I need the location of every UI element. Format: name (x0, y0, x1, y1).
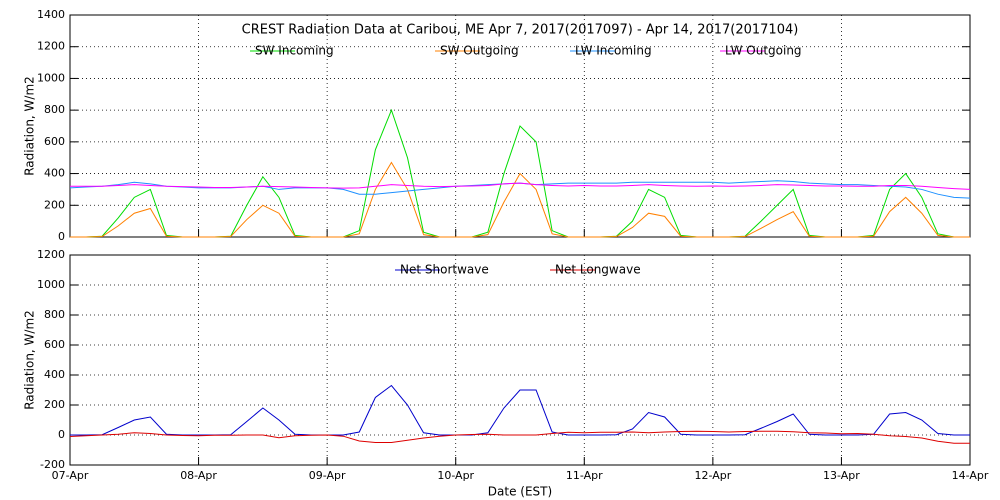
series-line (70, 161, 970, 238)
x-tick-label: 07-Apr (52, 469, 89, 482)
y-tick-label: 400 (44, 167, 65, 180)
legend-label: Net Longwave (555, 263, 641, 277)
y-tick-label: 1200 (37, 248, 65, 261)
y-tick-label: 1000 (37, 278, 65, 291)
legend-label: LW Outgoing (725, 44, 802, 58)
plot-frame (69, 254, 971, 466)
legend-label: SW Incoming (255, 44, 334, 58)
series-line (70, 384, 970, 436)
y-tick-label: 600 (44, 338, 65, 351)
y-tick-label: 200 (44, 398, 65, 411)
y-tick-label: 800 (44, 103, 65, 116)
x-tick-label: 13-Apr (823, 469, 860, 482)
x-tick-label: 10-Apr (437, 469, 474, 482)
y-tick-label: 200 (44, 198, 65, 211)
x-tick-label: 12-Apr (694, 469, 731, 482)
y-tick-label: 0 (58, 428, 65, 441)
x-tick-label: 09-Apr (309, 469, 346, 482)
x-tick-label: 14-Apr (952, 469, 989, 482)
y-tick-label: 800 (44, 308, 65, 321)
y-tick-label: 0 (58, 230, 65, 243)
chart-title: CREST Radiation Data at Caribou, ME Apr … (242, 23, 799, 38)
y-tick-label: 600 (44, 135, 65, 148)
legend-label: Net Shortwave (400, 263, 489, 277)
plot-frame (69, 14, 971, 238)
series-line (69, 430, 970, 444)
y-axis-label: Radiation, W/m2 (23, 310, 37, 410)
y-tick-label: 1400 (37, 8, 65, 21)
y-tick-label: -200 (40, 458, 65, 471)
legend-label: SW Outgoing (440, 44, 519, 58)
y-tick-label: 1000 (37, 71, 65, 84)
x-tick-label: 11-Apr (566, 469, 603, 482)
y-axis-label: Radiation, W/m2 (23, 76, 37, 176)
y-tick-label: 1200 (37, 40, 65, 53)
x-axis-label: Date (EST) (488, 485, 552, 499)
x-tick-label: 08-Apr (180, 469, 217, 482)
y-tick-label: 400 (44, 368, 65, 381)
legend-label: LW Incoming (575, 44, 652, 58)
series-line (70, 182, 971, 190)
